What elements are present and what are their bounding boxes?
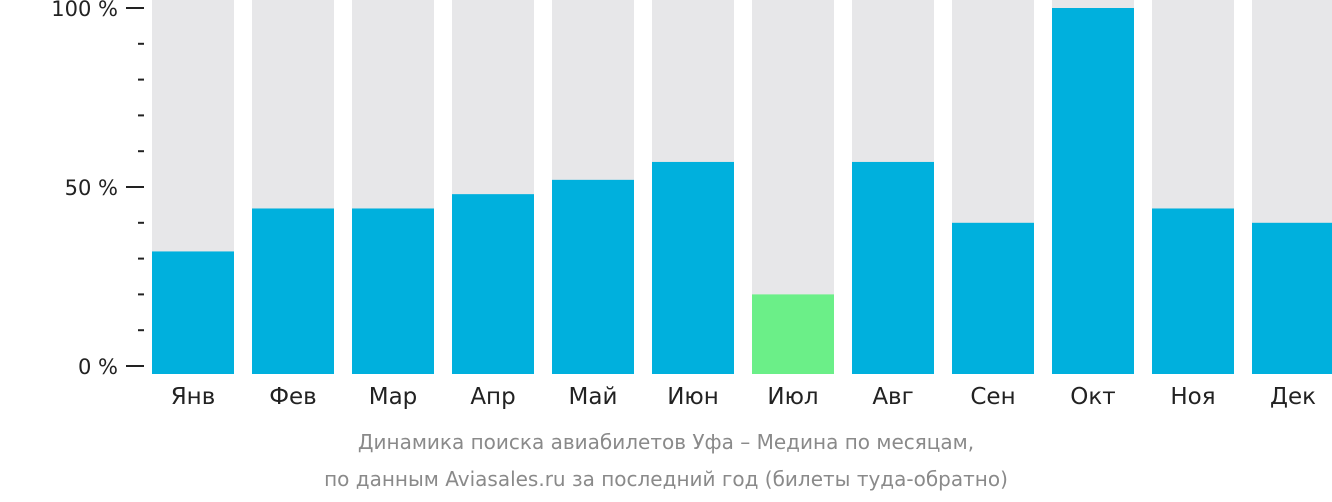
x-tick-label: Дек <box>1270 384 1316 410</box>
bar-8 <box>852 161 934 374</box>
bar-4 <box>452 194 534 374</box>
x-tick-label: Сен <box>970 384 1015 410</box>
x-tick-label: Ноя <box>1170 384 1215 410</box>
chart-caption-line-1: Динамика поиска авиабилетов Уфа – Медина… <box>357 430 975 454</box>
bar-10 <box>1052 8 1134 374</box>
x-axis: Янв Фев Мар Апр Май Июн Июл Авг Сен Окт Ноя Дек <box>171 384 1316 410</box>
x-tick-label: Янв <box>171 384 216 410</box>
y-tick-label: 50 % <box>65 176 118 200</box>
bar-2 <box>252 208 334 374</box>
bar-3 <box>352 208 434 374</box>
bar-6 <box>652 161 734 374</box>
x-tick-label: Фев <box>269 384 317 410</box>
chart-caption-line-2: по данным Aviasales.ru за последний год … <box>324 467 1008 491</box>
x-tick-label: Июл <box>767 384 818 410</box>
bar-1 <box>152 251 234 374</box>
x-tick-label: Июн <box>667 384 719 410</box>
x-tick-label: Мар <box>369 384 418 410</box>
bar-7 <box>752 294 834 374</box>
y-tick-label: 100 % <box>51 0 118 21</box>
bar-9 <box>952 222 1034 374</box>
y-tick-label: 0 % <box>78 355 118 379</box>
x-tick-label: Апр <box>470 384 515 410</box>
bar-11 <box>1152 208 1234 374</box>
x-tick-label: Май <box>569 384 618 410</box>
x-tick-label: Авг <box>872 384 913 410</box>
x-tick-label: Окт <box>1070 384 1115 410</box>
bar-5 <box>552 179 634 374</box>
y-axis: 100 % 50 % 0 % <box>51 0 144 379</box>
value-bars <box>152 8 1332 374</box>
bar-12 <box>1252 222 1332 374</box>
